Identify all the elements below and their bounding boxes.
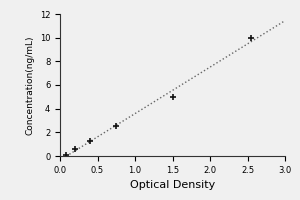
Y-axis label: Concentration(ng/mL): Concentration(ng/mL) xyxy=(25,35,34,135)
X-axis label: Optical Density: Optical Density xyxy=(130,180,215,190)
